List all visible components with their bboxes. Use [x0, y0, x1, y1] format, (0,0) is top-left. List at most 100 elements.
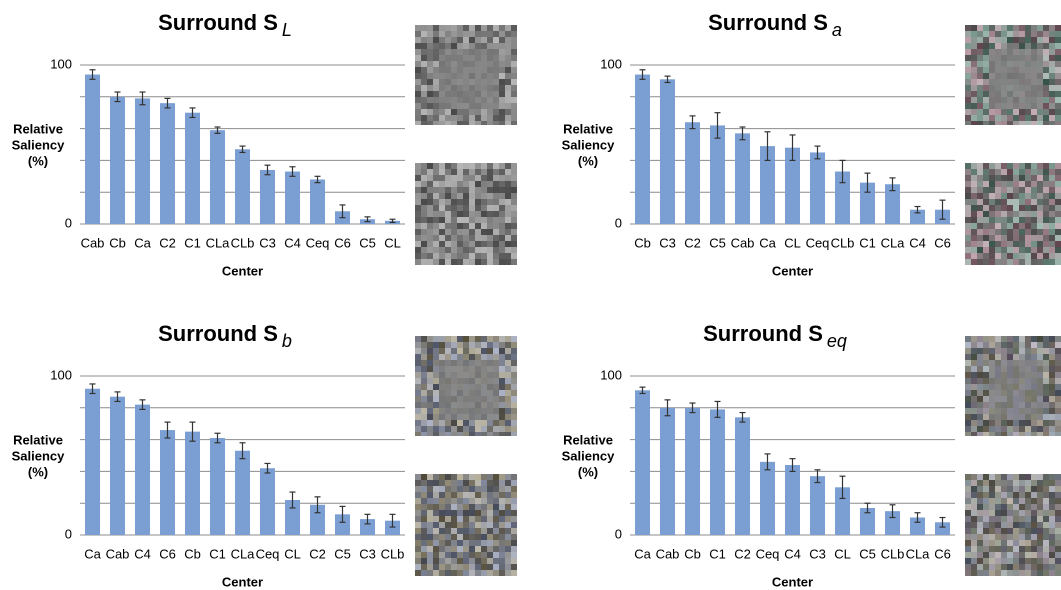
noise-cell	[989, 49, 995, 55]
noise-cell	[415, 522, 421, 528]
noise-cell	[1055, 546, 1061, 552]
noise-cell	[1055, 378, 1061, 384]
noise-cell	[989, 516, 995, 522]
noise-cell	[1037, 414, 1043, 420]
noise-cell	[475, 534, 481, 540]
noise-cell	[511, 37, 517, 43]
noise-cell	[989, 217, 995, 223]
stimulus-image	[965, 163, 1061, 265]
noise-cell	[439, 181, 445, 187]
x-tick-label: Ceq	[306, 235, 330, 250]
noise-cell	[463, 181, 469, 187]
noise-cell	[965, 426, 971, 432]
noise-cell	[433, 348, 439, 354]
noise-cell	[445, 247, 451, 253]
noise-cell	[1013, 516, 1019, 522]
noise-cell	[493, 187, 499, 193]
noise-cell	[1043, 67, 1049, 73]
noise-cell	[977, 504, 983, 510]
noise-cell	[1019, 55, 1025, 61]
noise-cell	[427, 211, 433, 217]
noise-cell	[1031, 181, 1037, 187]
noise-cell	[427, 366, 433, 372]
noise-cell	[1001, 540, 1007, 546]
noise-cell	[499, 205, 505, 211]
noise-cell	[965, 85, 971, 91]
noise-cell	[1043, 79, 1049, 85]
noise-cell	[439, 372, 445, 378]
noise-cell	[995, 348, 1001, 354]
noise-cell	[1043, 390, 1049, 396]
noise-cell	[439, 253, 445, 259]
noise-cell	[433, 253, 439, 259]
noise-cell	[475, 175, 481, 181]
noise-cell	[433, 522, 439, 528]
noise-cell	[1025, 25, 1031, 31]
noise-cell	[1055, 73, 1061, 79]
noise-cell	[1055, 235, 1061, 241]
noise-cell	[965, 187, 971, 193]
noise-cell	[1049, 49, 1055, 55]
noise-cell	[1049, 169, 1055, 175]
noise-cell	[1055, 247, 1061, 253]
noise-cell	[1007, 193, 1013, 199]
noise-cell	[1019, 558, 1025, 564]
noise-cell	[439, 103, 445, 109]
noise-cell	[511, 49, 517, 55]
noise-cell	[469, 169, 475, 175]
noise-cell	[499, 253, 505, 259]
noise-cell	[421, 97, 427, 103]
noise-cell	[1049, 241, 1055, 247]
noise-cell	[983, 480, 989, 486]
noise-cell	[427, 402, 433, 408]
noise-cell	[481, 522, 487, 528]
noise-cell	[433, 205, 439, 211]
noise-cell	[463, 187, 469, 193]
noise-cell	[965, 360, 971, 366]
noise-cell	[493, 384, 499, 390]
x-tick-label: C1	[709, 546, 726, 561]
noise-cell	[481, 61, 487, 67]
noise-cell	[1019, 79, 1025, 85]
noise-cell	[971, 199, 977, 205]
noise-cell	[511, 522, 517, 528]
noise-cell	[505, 378, 511, 384]
noise-cell	[499, 528, 505, 534]
noise-cell	[995, 85, 1001, 91]
noise-cell	[415, 187, 421, 193]
noise-cell	[445, 61, 451, 67]
noise-cell	[1025, 187, 1031, 193]
noise-cell	[995, 528, 1001, 534]
noise-cell	[995, 396, 1001, 402]
noise-cell	[1037, 205, 1043, 211]
noise-cell	[481, 534, 487, 540]
noise-cell	[469, 366, 475, 372]
noise-cell	[487, 408, 493, 414]
noise-cell	[1037, 486, 1043, 492]
noise-cell	[505, 372, 511, 378]
noise-cell	[1013, 205, 1019, 211]
noise-cell	[1007, 354, 1013, 360]
noise-cell	[989, 564, 995, 570]
noise-cell	[421, 486, 427, 492]
noise-cell	[1007, 181, 1013, 187]
noise-cell	[1055, 408, 1061, 414]
noise-cell	[463, 121, 469, 125]
noise-cell	[1043, 217, 1049, 223]
noise-cell	[445, 534, 451, 540]
noise-cell	[433, 121, 439, 125]
noise-cell	[481, 384, 487, 390]
noise-cell	[1055, 175, 1061, 181]
noise-cell	[427, 43, 433, 49]
noise-cell	[989, 121, 995, 125]
noise-cell	[451, 79, 457, 85]
noise-cell	[481, 348, 487, 354]
noise-cell	[439, 25, 445, 31]
noise-cell	[469, 163, 475, 169]
noise-cell	[1031, 247, 1037, 253]
noise-cell	[469, 522, 475, 528]
noise-cell	[451, 384, 457, 390]
noise-cell	[1055, 253, 1061, 259]
noise-cell	[487, 91, 493, 97]
noise-cell	[493, 163, 499, 169]
